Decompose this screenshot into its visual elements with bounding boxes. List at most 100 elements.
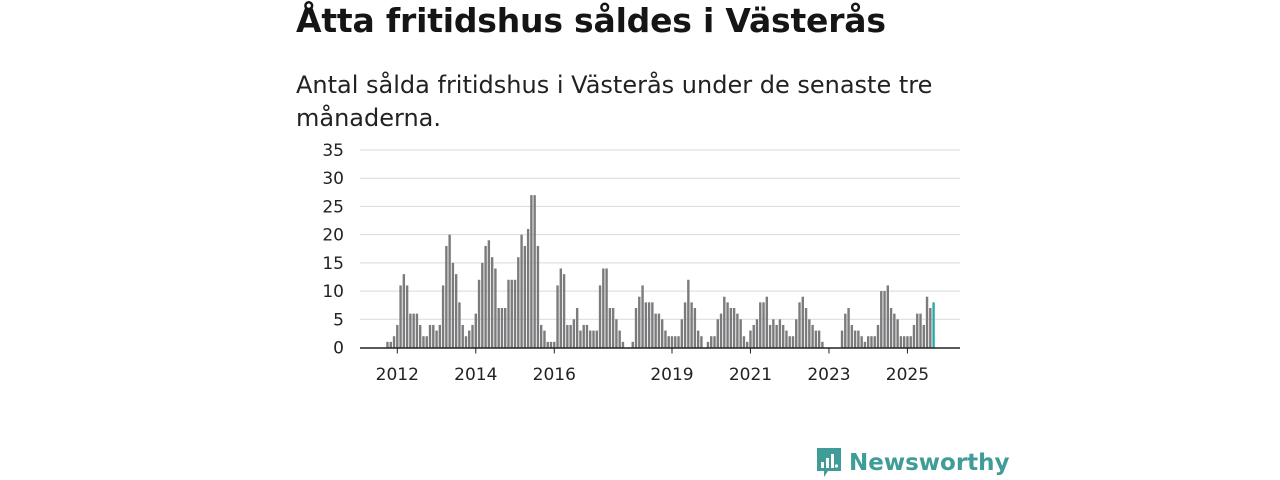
- bar: [579, 330, 582, 348]
- bar: [513, 279, 517, 348]
- bar: [821, 341, 824, 348]
- bar: [438, 324, 442, 348]
- bar: [680, 319, 683, 348]
- bar: [481, 262, 484, 348]
- bar: [801, 296, 804, 348]
- bar: [471, 324, 474, 348]
- bar: [667, 336, 670, 348]
- bar: [474, 313, 477, 348]
- y-tick-label: 10: [322, 282, 344, 302]
- y-tick-label: 5: [333, 310, 344, 330]
- brand-name: Newsworthy: [849, 450, 1010, 476]
- bar: [755, 319, 759, 348]
- bar: [389, 341, 392, 348]
- bar: [785, 330, 788, 348]
- bar: [746, 341, 749, 348]
- bar: [791, 336, 795, 348]
- bar: [526, 229, 530, 348]
- latest-value-label: 8: [938, 0, 949, 5]
- y-axis: 0 5 10 15 20 25 30 35: [322, 141, 344, 359]
- newsworthy-logo-icon: [817, 448, 841, 477]
- bar: [539, 324, 543, 348]
- bar: [569, 324, 572, 348]
- bar: [870, 336, 873, 348]
- bar: [860, 336, 863, 348]
- bar: [546, 341, 549, 348]
- bar: [500, 308, 504, 348]
- bar: [386, 341, 389, 348]
- bar: [549, 341, 553, 348]
- x-tick-label: 2023: [807, 365, 850, 385]
- bar: [729, 308, 733, 348]
- bar: [710, 336, 713, 348]
- bar: [677, 336, 680, 348]
- bar: [916, 313, 919, 348]
- bar: [716, 319, 719, 348]
- bar: [909, 336, 912, 348]
- bar: [719, 313, 723, 348]
- bar: [893, 313, 896, 348]
- bar: [396, 324, 399, 348]
- bar: [808, 319, 811, 348]
- bar: [392, 336, 396, 348]
- bar: [618, 330, 621, 348]
- bar: [412, 313, 415, 348]
- bar: [723, 296, 726, 348]
- bar: [847, 308, 850, 348]
- bar: [693, 308, 697, 348]
- bar: [880, 291, 883, 348]
- bar: [772, 319, 775, 348]
- bar: [706, 341, 710, 348]
- bar: [886, 285, 890, 348]
- bar: [899, 336, 903, 348]
- bar: [863, 341, 867, 348]
- bar: [919, 313, 922, 348]
- bar: [611, 308, 615, 348]
- bar: [690, 302, 693, 348]
- bar: [726, 302, 729, 348]
- bar: [683, 302, 687, 348]
- bar: [504, 308, 507, 348]
- x-tick-label: 2021: [729, 365, 772, 385]
- bar: [559, 268, 563, 348]
- bar: [634, 308, 638, 348]
- bar: [490, 257, 494, 348]
- bar: [605, 268, 608, 348]
- bar: [647, 302, 651, 348]
- bar: [497, 308, 500, 348]
- bars: [386, 195, 935, 348]
- x-tick-label: 2025: [886, 365, 929, 385]
- bar: [674, 336, 677, 348]
- bar: [850, 324, 854, 348]
- bar: [468, 330, 471, 348]
- bar: [853, 330, 857, 348]
- bar: [644, 302, 648, 348]
- bar: [781, 324, 785, 348]
- bar: [889, 308, 893, 348]
- bar: [844, 313, 847, 348]
- bar: [654, 313, 657, 348]
- bar: [402, 274, 406, 348]
- bar: [572, 319, 576, 348]
- bar: [523, 245, 527, 348]
- bar: [415, 313, 419, 348]
- bar: [428, 324, 432, 348]
- bar: [530, 195, 533, 348]
- bar: [906, 336, 909, 348]
- bar: [543, 330, 546, 348]
- bar: [749, 330, 752, 348]
- bar: [621, 341, 625, 348]
- bar: [713, 336, 716, 348]
- y-tick-label: 20: [322, 226, 344, 246]
- x-tick-label: 2016: [533, 365, 576, 385]
- bar: [775, 324, 778, 348]
- annotations: 8: [938, 0, 949, 5]
- bar-latest: [932, 302, 935, 348]
- y-tick-label: 30: [322, 169, 344, 189]
- bar: [598, 285, 602, 348]
- bar: [520, 234, 523, 348]
- bar: [451, 262, 455, 348]
- bar: [873, 336, 876, 348]
- bar: [517, 257, 520, 348]
- bar: [902, 336, 906, 348]
